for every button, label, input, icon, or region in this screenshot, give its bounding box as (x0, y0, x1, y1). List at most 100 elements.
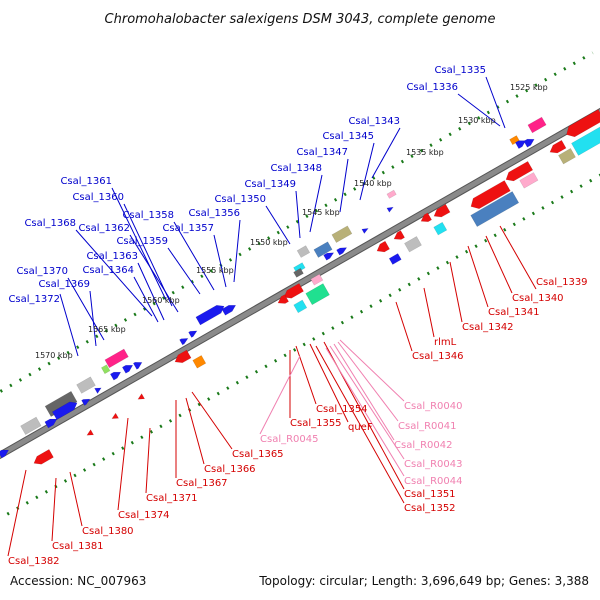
gene-minus-6 (470, 191, 520, 227)
label-plus-leader (167, 247, 201, 295)
gene-minus-7 (519, 172, 539, 189)
label-plus-label: Csal_1349 (244, 179, 296, 190)
label-plus-label: Csal_1348 (270, 163, 322, 174)
label-plus-label: Csal_1357 (162, 223, 214, 234)
label-plus-leader (309, 174, 323, 233)
label-rna-leader (325, 347, 405, 477)
scale-track-inner (6, 173, 600, 516)
gene-minus-22 (137, 393, 146, 400)
features (0, 109, 600, 465)
gene-plus-14 (221, 304, 237, 316)
gene-plus-5-shape (386, 206, 394, 213)
tick-label: 1545 kbp (302, 208, 340, 217)
label-plus-leader (75, 229, 153, 317)
label-plus-leader (339, 158, 349, 213)
gene-minus-4-shape (505, 161, 534, 182)
gene-plus-2 (514, 140, 527, 149)
label-plus-leader (213, 234, 227, 288)
gene-minus-7-shape (519, 172, 539, 189)
label-minus-label: Csal_1351 (404, 489, 456, 500)
label-plus-leader (457, 93, 501, 127)
label-plus-label: Csal_1347 (296, 147, 348, 158)
gene-plus-14-shape (221, 304, 237, 316)
label-minus-leader (315, 345, 405, 504)
gene-plus-23-shape (76, 376, 96, 394)
label-minus-label: Csal_1366 (204, 464, 256, 475)
gene-minus-15 (305, 283, 330, 306)
gene-minus-16 (293, 299, 308, 314)
label-plus-leader (233, 219, 241, 283)
gene-plus-30 (0, 449, 10, 459)
gene-minus-12-shape (376, 240, 390, 253)
label-minus-label: Csal_1339 (536, 277, 588, 288)
label-minus-leader (191, 391, 233, 450)
gene-plus-29 (94, 387, 102, 394)
label-minus-label: queF (348, 422, 373, 433)
label-minus-label: Csal_1342 (462, 322, 514, 333)
gene-minus-9 (420, 212, 432, 223)
gene-plus-29-shape (94, 387, 102, 394)
label-rna-leader (329, 345, 405, 460)
gene-plus-21-shape (121, 364, 134, 374)
tick-label: 1530 kbp (458, 116, 496, 125)
gene-minus-14 (388, 253, 402, 265)
label-minus-leader (295, 345, 317, 405)
tick-label: 1525 kbp (510, 83, 548, 92)
gene-plus-16-shape (188, 330, 198, 338)
map-title: Chromohalobacter salexigens DSM 3043, co… (105, 12, 496, 27)
scale-track-outer (0, 51, 594, 394)
label-minus-label: Csal_1365 (232, 449, 284, 460)
label-minus-leader (7, 469, 27, 557)
label-leaders (7, 76, 537, 557)
gene-plus-16 (188, 330, 198, 338)
gene-minus-0-shape (571, 123, 600, 156)
gene-plus-11-shape (323, 252, 335, 261)
gene-plus-4-shape (386, 189, 397, 199)
gene-plus-18-shape (104, 348, 129, 369)
gene-plus-26 (44, 418, 58, 429)
label-minus-leader (69, 471, 83, 527)
label-minus-label: Csal_1352 (404, 503, 456, 514)
gene-minus-23 (111, 412, 120, 419)
gene-minus-1 (558, 148, 576, 165)
label-minus-label: Csal_1346 (412, 351, 464, 362)
gene-plus-27-shape (51, 401, 78, 421)
label-minus-label: Csal_1354 (316, 404, 368, 415)
label-rna-leader (339, 339, 405, 402)
label-rna-leader (259, 355, 301, 435)
gene-plus-15-shape (195, 304, 225, 326)
label-plus-leader (265, 205, 291, 245)
label-plus-leader (59, 293, 79, 357)
gene-plus-6 (331, 225, 353, 243)
label-plus-label: Csal_1370 (16, 266, 68, 277)
gene-plus-13 (361, 228, 369, 234)
label-minus-leader (51, 477, 57, 542)
label-minus-leader (467, 245, 489, 308)
label-plus-label: Csal_1356 (188, 208, 240, 219)
gene-plus-22 (132, 362, 143, 370)
label-plus-leader (485, 76, 506, 129)
backbone (0, 108, 600, 459)
label-rna-label: Csal_R0045 (260, 434, 319, 445)
gene-plus-28-shape (81, 398, 91, 406)
gene-minus-1-shape (558, 148, 576, 165)
tick-labels: 1525 kbp 1530 kbp 1535 kbp 1540 kbp 1545 kbp… (35, 83, 548, 360)
label-plus-leader (295, 190, 301, 239)
label-plus-label: Csal_1372 (8, 294, 60, 305)
gene-plus-7 (313, 241, 333, 258)
tick-label: 1550 kbp (250, 238, 288, 247)
gene-plus-7-shape (313, 241, 333, 258)
label-minus-label: Csal_1381 (52, 541, 104, 552)
gene-plus-28 (81, 398, 91, 406)
tracks (0, 51, 600, 516)
gene-minus-8 (433, 203, 451, 218)
tick-label: 1570 kbp (35, 351, 73, 360)
label-minus-leader (185, 397, 205, 465)
gene-plus-8 (296, 245, 311, 258)
gene-minus-24-shape (86, 429, 95, 436)
label-plus-label: Csal_1336 (406, 82, 458, 93)
gene-plus-19-shape (101, 364, 111, 375)
gene-plus-21 (121, 364, 134, 374)
label-minus-label: Csal_1380 (82, 526, 134, 537)
label-plus-label: Csal_1369 (38, 279, 90, 290)
